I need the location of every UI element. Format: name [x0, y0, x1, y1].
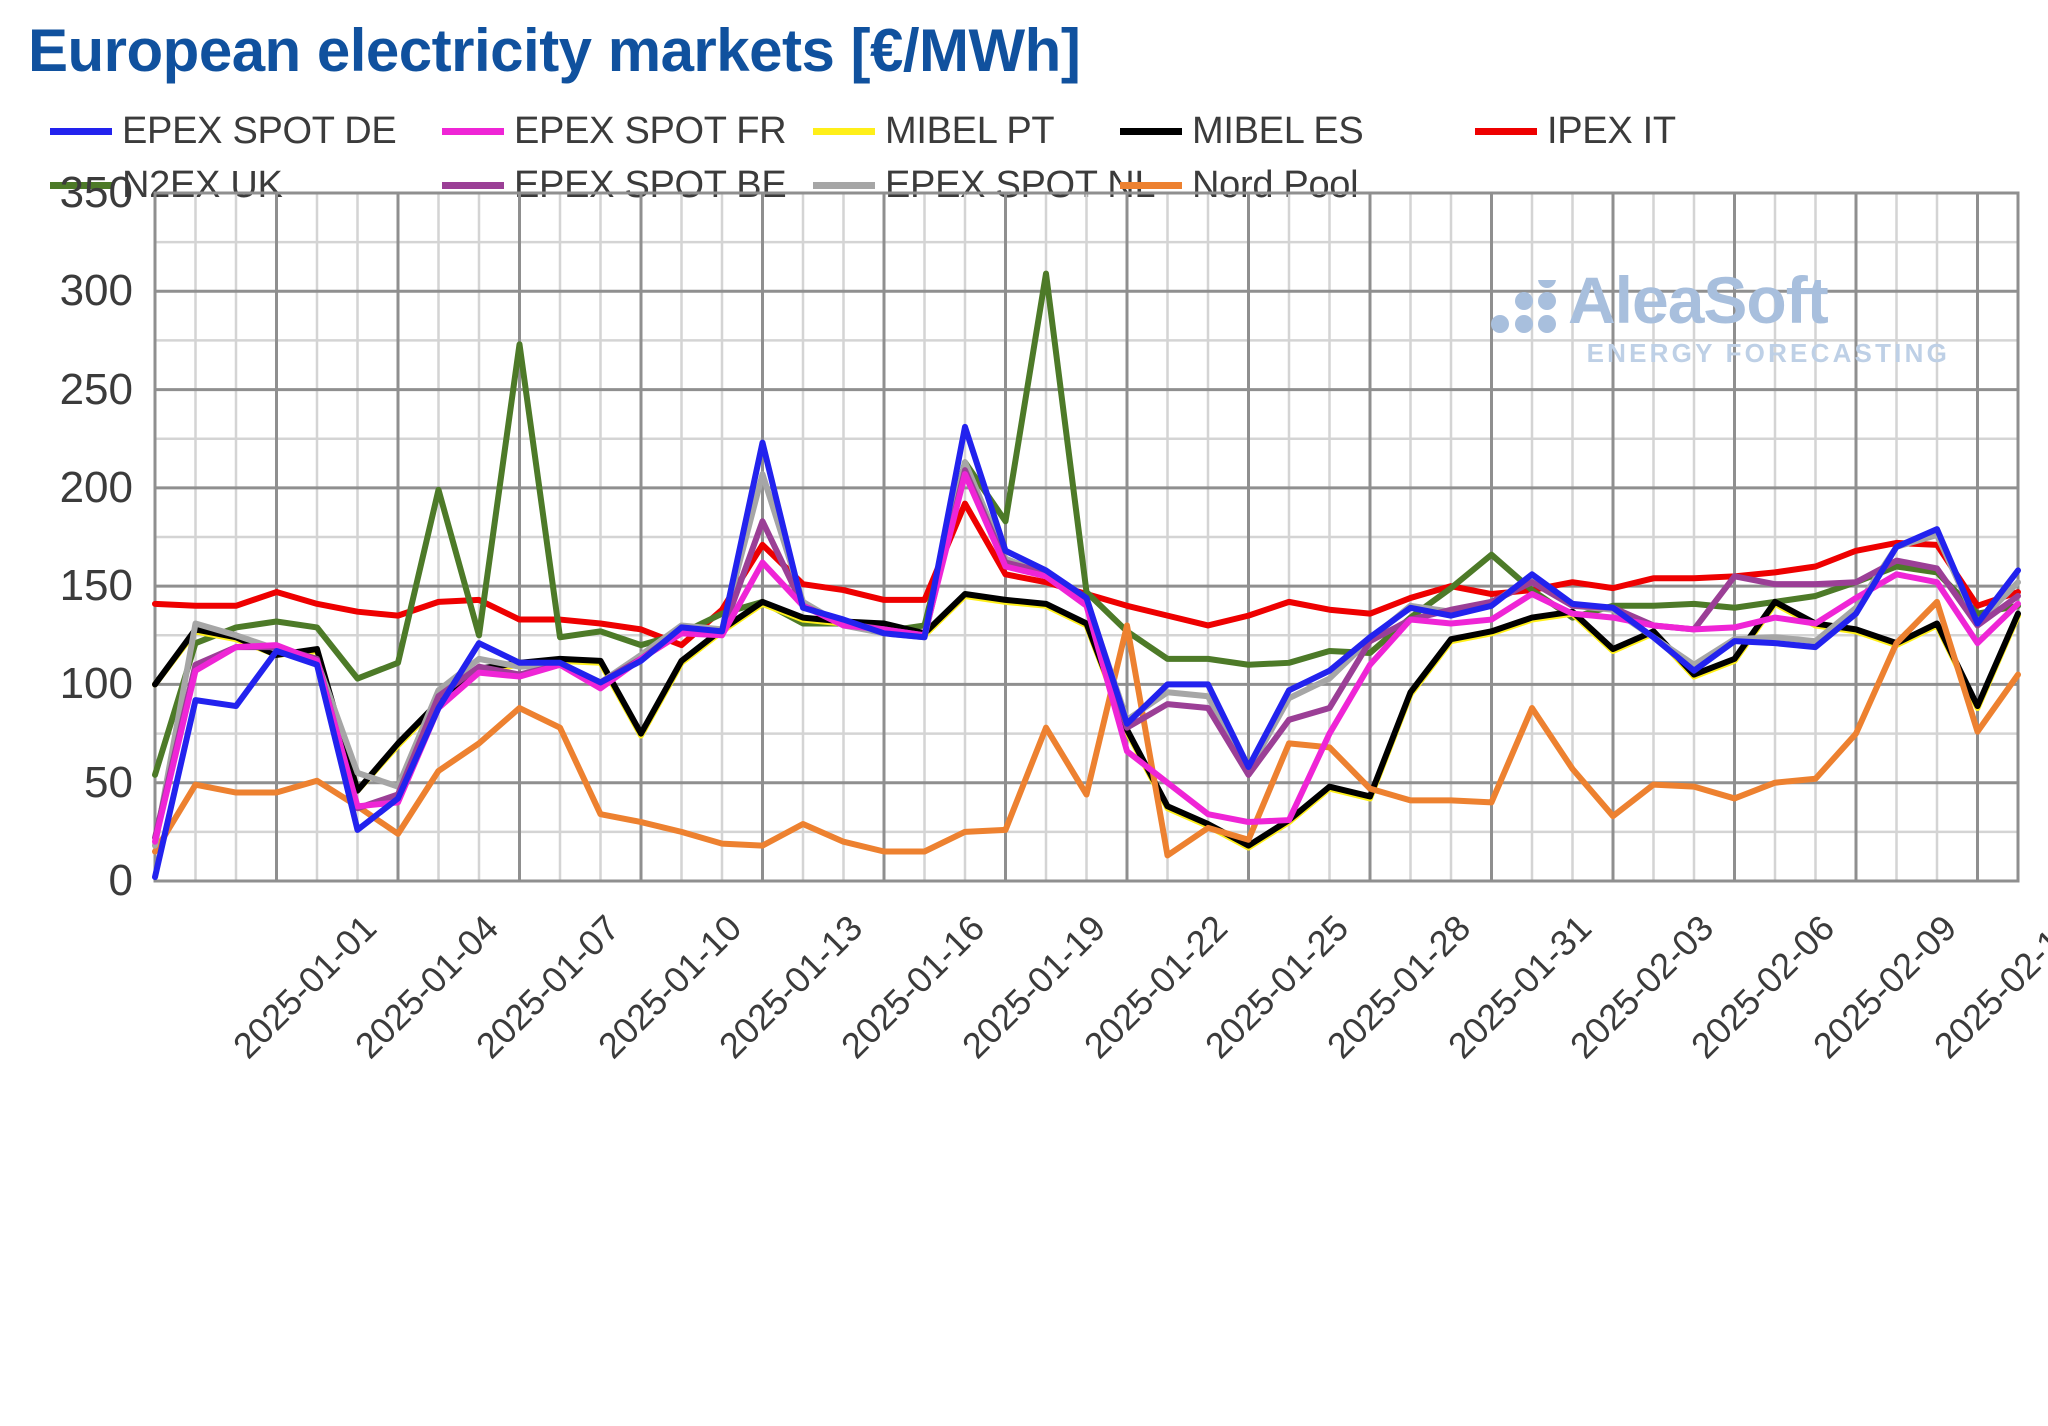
y-axis-tick-label: 150 — [59, 561, 133, 611]
legend-item-label: MIBEL PT — [885, 110, 1055, 152]
series-line-n2ex-uk[interactable] — [152, 270, 2021, 778]
legend-item-ipex-it[interactable]: IPEX IT — [1475, 110, 1676, 153]
legend-color-swatch — [50, 128, 112, 135]
legend-color-swatch — [1475, 128, 1537, 135]
legend-item-mibel-es[interactable]: MIBEL ES — [1120, 110, 1364, 153]
legend-color-swatch — [442, 182, 504, 189]
plot-border — [153, 191, 2020, 883]
y-axis-tick-label: 350 — [59, 168, 133, 217]
legend-item-epex-spot-de[interactable]: EPEX SPOT DE — [50, 110, 397, 153]
legend-item-label: MIBEL ES — [1192, 110, 1364, 152]
legend-item-nord-pool[interactable]: Nord Pool — [1120, 164, 1359, 207]
legend-color-swatch — [813, 128, 875, 135]
legend-item-label: EPEX SPOT DE — [122, 110, 397, 152]
series-line-nord-pool[interactable] — [152, 598, 2021, 859]
legend-color-swatch — [442, 128, 504, 135]
page-title: European electricity markets [€/MWh] — [28, 17, 1081, 84]
y-axis-tick-label: 250 — [59, 364, 133, 414]
chart-legend: EPEX SPOT DE EPEX SPOT FR MIBEL PT MIBEL ES… — [50, 110, 1750, 218]
legend-color-swatch — [50, 182, 112, 189]
legend-item-label: Nord Pool — [1192, 164, 1359, 206]
legend-row: N2EX UK EPEX SPOT BE EPEX SPOT NL Nord Pool — [50, 164, 1750, 218]
series-layer — [152, 270, 2021, 881]
legend-item-epex-spot-fr[interactable]: EPEX SPOT FR — [442, 110, 787, 153]
y-axis-tick-label: 200 — [59, 462, 133, 512]
y-axis-tick-label: 100 — [59, 659, 133, 709]
y-axis-tick-label: 300 — [59, 266, 133, 316]
y-axis-tick-label: 50 — [84, 757, 133, 807]
legend-color-swatch — [1120, 182, 1182, 189]
legend-row: EPEX SPOT DE EPEX SPOT FR MIBEL PT MIBEL ES… — [50, 110, 1750, 164]
legend-color-swatch — [1120, 128, 1182, 135]
legend-color-swatch — [813, 182, 875, 189]
legend-item-epex-spot-nl[interactable]: EPEX SPOT NL — [813, 164, 1156, 207]
legend-item-label: N2EX UK — [122, 164, 283, 206]
y-axis-tick-label: 0 — [108, 856, 133, 905]
legend-item-mibel-pt[interactable]: MIBEL PT — [813, 110, 1055, 153]
series-line-epex-spot-de[interactable] — [152, 423, 2021, 881]
legend-item-n2ex-uk[interactable]: N2EX UK — [50, 164, 283, 207]
legend-item-label: EPEX SPOT FR — [514, 110, 787, 152]
legend-item-label: EPEX SPOT NL — [885, 164, 1156, 206]
legend-item-label: IPEX IT — [1547, 110, 1676, 152]
